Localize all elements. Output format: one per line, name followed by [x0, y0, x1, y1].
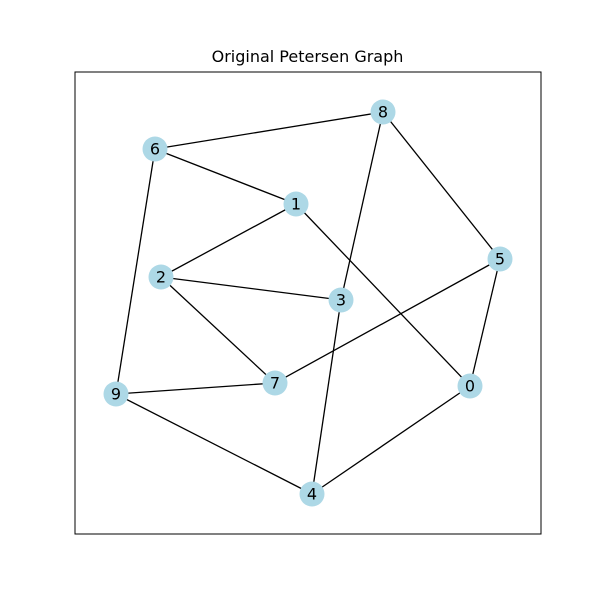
- node-8: 8: [370, 99, 396, 125]
- node-6: 6: [142, 136, 168, 162]
- edge-3-4: [311, 299, 342, 495]
- node-circle: [457, 373, 483, 399]
- node-circle: [262, 370, 288, 396]
- node-2: 2: [148, 264, 174, 290]
- node-circle: [299, 481, 325, 507]
- edge-2-3: [160, 276, 342, 301]
- node-circle: [328, 287, 354, 313]
- edge-9-7: [115, 382, 276, 395]
- node-3: 3: [328, 287, 354, 313]
- node-7: 7: [262, 370, 288, 396]
- node-circle: [148, 264, 174, 290]
- edges-layer: [115, 111, 501, 495]
- node-1: 1: [283, 191, 309, 217]
- edge-1-0: [295, 203, 471, 387]
- plot-frame: [74, 71, 542, 535]
- nodes-layer: 0 1 2 3 4 5 6 7 8 9: [103, 99, 513, 507]
- node-4: 4: [299, 481, 325, 507]
- edge-6-9: [115, 148, 156, 395]
- node-label: 5: [495, 250, 505, 269]
- edge-8-3: [340, 111, 384, 301]
- node-circle: [142, 136, 168, 162]
- node-label: 7: [270, 374, 280, 393]
- edge-5-0: [469, 258, 501, 387]
- node-label: 1: [291, 195, 301, 214]
- node-circle: [103, 381, 129, 407]
- edge-2-7: [160, 276, 276, 384]
- node-circle: [487, 246, 513, 272]
- node-5: 5: [487, 246, 513, 272]
- node-label: 2: [156, 268, 166, 287]
- node-9: 9: [103, 381, 129, 407]
- node-label: 6: [150, 140, 160, 159]
- node-circle: [370, 99, 396, 125]
- graph-title: Original Petersen Graph: [211, 47, 404, 66]
- node-label: 9: [111, 385, 121, 404]
- edge-5-7: [274, 258, 501, 384]
- edge-1-2: [160, 203, 297, 278]
- node-circle: [283, 191, 309, 217]
- edge-6-1: [154, 148, 297, 205]
- edge-4-0: [311, 385, 471, 495]
- edge-9-4: [115, 393, 313, 495]
- edge-8-5: [382, 111, 501, 260]
- node-label: 3: [336, 291, 346, 310]
- node-label: 8: [378, 103, 388, 122]
- edge-6-8: [154, 111, 384, 150]
- node-0: 0: [457, 373, 483, 399]
- node-label: 4: [307, 485, 317, 504]
- node-label: 0: [465, 377, 475, 396]
